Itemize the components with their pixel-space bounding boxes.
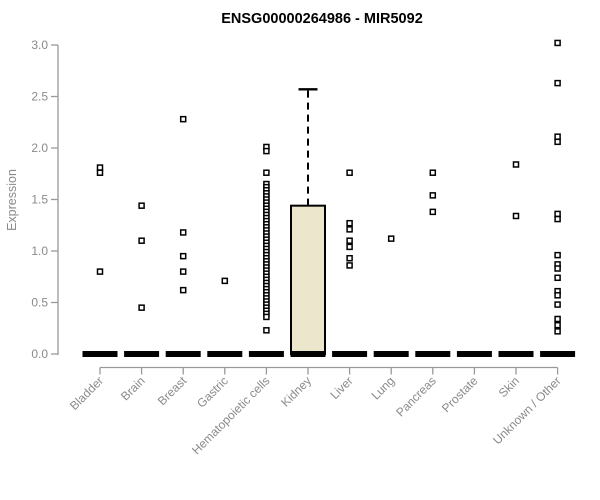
median-bar bbox=[498, 351, 534, 357]
data-point bbox=[554, 39, 561, 47]
y-tick-label: 0.0 bbox=[31, 347, 48, 361]
data-point bbox=[387, 235, 395, 242]
data-point bbox=[554, 315, 561, 323]
y-axis-label: Expression bbox=[5, 169, 19, 231]
y-tick-label: 1.5 bbox=[31, 193, 48, 207]
data-point bbox=[96, 169, 104, 176]
data-point bbox=[512, 212, 520, 220]
y-tick-label: 2.5 bbox=[31, 90, 48, 104]
median-bar bbox=[290, 351, 326, 357]
data-point bbox=[263, 169, 270, 176]
data-point bbox=[179, 229, 187, 236]
x-tick-label: Skin bbox=[496, 374, 522, 400]
median-bar bbox=[332, 351, 368, 357]
plot-marks bbox=[82, 39, 576, 357]
data-point bbox=[179, 286, 187, 294]
median-bar bbox=[207, 351, 243, 357]
data-point bbox=[263, 147, 270, 155]
median-bar bbox=[373, 351, 409, 357]
median-bar bbox=[165, 351, 201, 357]
data-point bbox=[554, 251, 561, 259]
data-point bbox=[429, 169, 437, 176]
data-point bbox=[346, 262, 353, 269]
data-point bbox=[554, 133, 561, 140]
x-tick-label: Hematopoietic cells bbox=[189, 374, 272, 457]
data-point bbox=[554, 210, 561, 218]
data-point bbox=[346, 243, 353, 251]
data-point bbox=[512, 161, 520, 168]
data-point bbox=[554, 292, 561, 299]
x-tick-label: Lung bbox=[369, 374, 398, 403]
y-tick-label: 1.0 bbox=[31, 244, 48, 258]
median-bar bbox=[540, 351, 576, 357]
data-point bbox=[179, 115, 187, 123]
x-tick-label: Breast bbox=[155, 373, 190, 408]
x-tick-label: Pancreas bbox=[393, 374, 439, 420]
box bbox=[290, 204, 326, 355]
x-tick-label: Kidney bbox=[278, 374, 314, 410]
data-point bbox=[554, 328, 561, 335]
data-point bbox=[429, 192, 437, 199]
chart-title: ENSG00000264986 - MIR5092 bbox=[221, 11, 423, 27]
data-point bbox=[554, 215, 561, 223]
data-point bbox=[346, 237, 353, 244]
median-bar bbox=[124, 351, 160, 357]
data-point bbox=[263, 313, 270, 321]
data-point bbox=[138, 237, 145, 244]
median-bar bbox=[82, 351, 118, 357]
data-point bbox=[554, 79, 561, 87]
median-bar bbox=[248, 351, 284, 357]
data-point bbox=[554, 274, 561, 282]
data-point bbox=[179, 268, 187, 275]
data-point bbox=[179, 252, 187, 260]
data-point bbox=[554, 265, 561, 272]
median-bar bbox=[456, 351, 492, 357]
data-point bbox=[429, 208, 437, 216]
data-point bbox=[96, 268, 104, 275]
data-point bbox=[263, 327, 270, 334]
y-tick-label: 3.0 bbox=[31, 38, 48, 52]
data-point bbox=[346, 169, 353, 176]
data-point bbox=[554, 301, 561, 308]
x-tick-label: Liver bbox=[327, 374, 355, 402]
y-tick-label: 0.5 bbox=[31, 296, 48, 310]
data-point bbox=[554, 138, 561, 146]
data-point bbox=[96, 164, 104, 171]
x-tick-label: Prostate bbox=[439, 374, 481, 416]
data-point bbox=[221, 277, 229, 285]
data-point bbox=[346, 219, 353, 227]
median-bar bbox=[415, 351, 451, 357]
x-tick-label: Brain bbox=[118, 374, 148, 404]
data-point bbox=[138, 304, 145, 311]
y-tick-label: 2.0 bbox=[31, 141, 48, 155]
data-point bbox=[346, 254, 353, 262]
x-tick-label: Gastric bbox=[194, 374, 231, 411]
data-point bbox=[554, 321, 561, 329]
data-point bbox=[346, 226, 353, 233]
x-tick-label: Bladder bbox=[67, 374, 106, 413]
data-point bbox=[138, 202, 145, 209]
